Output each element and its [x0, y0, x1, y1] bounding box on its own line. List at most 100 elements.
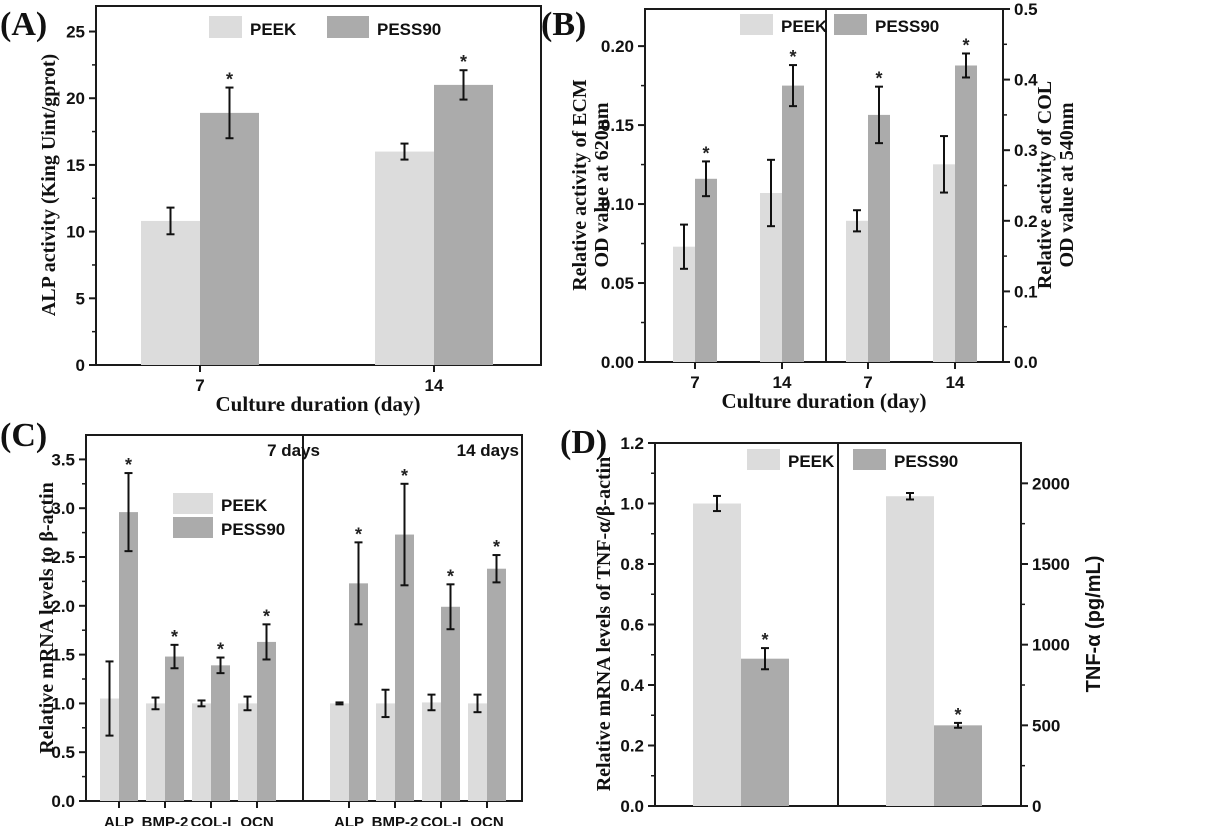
panel-c-14d-x-label: BMP-2	[372, 814, 419, 826]
panel-c-subpanel-label-14d: 14 days	[457, 441, 519, 460]
panel-c-7d-bar-peek	[146, 703, 165, 801]
panel-a-x-axis-title: Culture duration (day)	[216, 392, 421, 416]
panel-a-x-label: 7	[195, 376, 204, 395]
panel-d-y-right-title: TNF-α (pg/mL)	[1083, 556, 1105, 693]
panel-c-7d-bar-peek	[100, 698, 119, 801]
panel-c-14d-bar-peek	[376, 703, 395, 801]
panel-c-7d-x-label: BMP-2	[142, 814, 189, 826]
panel-a-y-tick-label: 25	[66, 23, 85, 42]
panel-b-col-bar-pess90-significance-star: *	[875, 69, 882, 89]
panel-b-y-right-tick-label: 0.3	[1014, 141, 1038, 160]
panel-c-y-tick-label: 2.5	[51, 548, 75, 567]
panel-b-ecm-bar-pess90	[695, 178, 717, 362]
panel-a-legend-pess90-label: PESS90	[377, 20, 441, 39]
panel-c-7d-x-label: OCN	[240, 814, 273, 826]
panel-b-y-right-title-line1: Relative activity of COL	[1034, 81, 1056, 289]
panel-a-y-tick-label: 5	[76, 289, 85, 308]
panel-c-14d-bar-peek	[422, 702, 441, 801]
panel-c-7d-bar-pess90	[165, 656, 184, 801]
panel-b-legend-pess90-label: PESS90	[875, 17, 939, 36]
panel-c-y-tick-label: 0.0	[51, 792, 75, 811]
panel-c-14d-bar-pess90	[395, 534, 414, 801]
panel-d-y-left-tick-label: 0.2	[620, 737, 644, 756]
panel-a-bar-peek	[141, 220, 200, 365]
panel-d-mRNA-bar-pess90	[741, 658, 789, 806]
panel-d-y-left-tick-label: 0.8	[620, 555, 644, 574]
panel-c-y-tick-label: 3.5	[51, 450, 75, 469]
panel-a-bar-pess90	[200, 112, 259, 365]
panel-label-b: (B)	[541, 6, 586, 43]
panel-a-y-tick-label: 10	[66, 223, 85, 242]
panel-b-y-left-title-line1: Relative activity of ECM	[569, 79, 591, 291]
panel-b-y-right-tick-label: 0.1	[1014, 282, 1038, 301]
panel-label-a: (A)	[0, 6, 47, 43]
panel-d-mRNA-bar-pess90-significance-star: *	[761, 630, 768, 650]
panel-d-protein-bar-pess90-significance-star: *	[954, 705, 961, 725]
panel-d-y-left-tick-label: 1.0	[620, 495, 644, 514]
panel-c-14d-x-label: COL-I	[421, 814, 462, 826]
panel-d-legend-peek-swatch	[747, 449, 780, 470]
panel-b-col-bar-peek	[933, 164, 955, 362]
panel-b-frame	[644, 8, 1004, 363]
panel-b-ecm-bar-pess90	[782, 85, 804, 362]
panel-c-14d-bar-pess90-significance-star: *	[447, 566, 454, 586]
panel-d-protein-bar-peek	[886, 496, 934, 806]
panel-d-y-right-tick-label: 0	[1032, 797, 1041, 816]
panel-b-col-bar-pess90-significance-star: *	[962, 35, 969, 55]
panel-c-14d-bar-peek	[468, 703, 487, 801]
panel-a-bar-peek	[375, 151, 434, 365]
panel-b-col-bar-pess90	[955, 65, 977, 362]
panel-d-y-left-title: Relative mRNA levels of TNF-α/β-actin	[593, 457, 615, 792]
panel-c-7d-bar-pess90-significance-star: *	[217, 640, 224, 660]
panel-a-bar-pess90-significance-star: *	[226, 70, 233, 90]
panel-b-ecm-bar-pess90-significance-star: *	[702, 143, 709, 163]
panel-c-legend-pess90-label: PESS90	[221, 520, 285, 539]
panel-b-ecm-x-label: 7	[690, 373, 699, 392]
panel-c-7d-x-label: ALP	[104, 814, 134, 826]
panel-c-7d-bar-pess90	[119, 512, 138, 801]
panel-label-c: (C)	[0, 417, 47, 454]
panel-c-7d-bar-pess90	[211, 665, 230, 801]
panel-c-7d-bar-pess90-significance-star: *	[263, 606, 270, 626]
panel-c-y-tick-label: 1.5	[51, 646, 75, 665]
panel-c-14d-bar-pess90	[349, 583, 368, 801]
panel-b-col-x-label: 14	[946, 373, 965, 392]
panel-b-ecm-bar-peek	[760, 193, 782, 362]
panel-c-7d-bar-peek	[192, 703, 211, 801]
panel-b-col-bar-peek	[846, 220, 868, 362]
panel-a-legend-peek-swatch	[209, 16, 242, 38]
panel-c-14d-bar-pess90-significance-star: *	[493, 537, 500, 557]
panel-c-14d-bar-pess90-significance-star: *	[355, 524, 362, 544]
panel-c-y-tick-label: 3.0	[51, 499, 75, 518]
panel-a-y-axis-title: ALP activity (King Uint/gprot)	[38, 54, 60, 316]
panel-c-legend-peek-label: PEEK	[221, 496, 268, 515]
panel-d-legend-pess90-label: PESS90	[894, 452, 958, 471]
panel-d-y-left-tick-label: 1.2	[620, 434, 644, 453]
panel-b-ecm-bar-pess90-significance-star: *	[789, 47, 796, 67]
panel-c-14d-bar-pess90	[441, 606, 460, 801]
panel-d-mRNA-bar-peek	[693, 503, 741, 806]
panel-c-14d-bar-pess90-significance-star: *	[401, 466, 408, 486]
panel-c-y-axis-title: Relative mRNA levels to β-actin	[36, 482, 58, 754]
panel-b-y-right-title-line2: OD value at 540nm	[1056, 102, 1078, 267]
panel-c-legend-peek-swatch	[173, 493, 213, 514]
panel-c-y-tick-label: 1.0	[51, 694, 75, 713]
panel-a-legend-pess90-swatch	[327, 16, 369, 38]
panel-c-subpanel-label-7d: 7 days	[267, 441, 320, 460]
panel-a-bar-pess90	[434, 84, 493, 365]
panel-b-y-left-tick-label: 0.20	[601, 37, 634, 56]
panel-c-legend-pess90-swatch	[173, 517, 213, 538]
panel-b-legend-pess90-swatch	[834, 14, 867, 35]
panel-b-x-axis-title: Culture duration (day)	[722, 389, 927, 413]
panel-b-y-left-tick-label: 0.10	[601, 195, 634, 214]
panel-b-ecm-bar-peek	[673, 246, 695, 362]
panel-a-bar-pess90-significance-star: *	[460, 52, 467, 72]
panel-b-y-left-tick-label: 0.00	[601, 353, 634, 372]
panel-b-y-left-tick-label: 0.05	[601, 274, 634, 293]
panel-b-y-right-tick-label: 0.5	[1014, 0, 1038, 19]
panel-b-y-right-tick-label: 0.0	[1014, 353, 1038, 372]
panel-c-14d-bar-peek	[330, 703, 349, 801]
panel-b-y-right-tick-label: 0.4	[1014, 71, 1038, 90]
panel-a-y-tick-label: 20	[66, 89, 85, 108]
